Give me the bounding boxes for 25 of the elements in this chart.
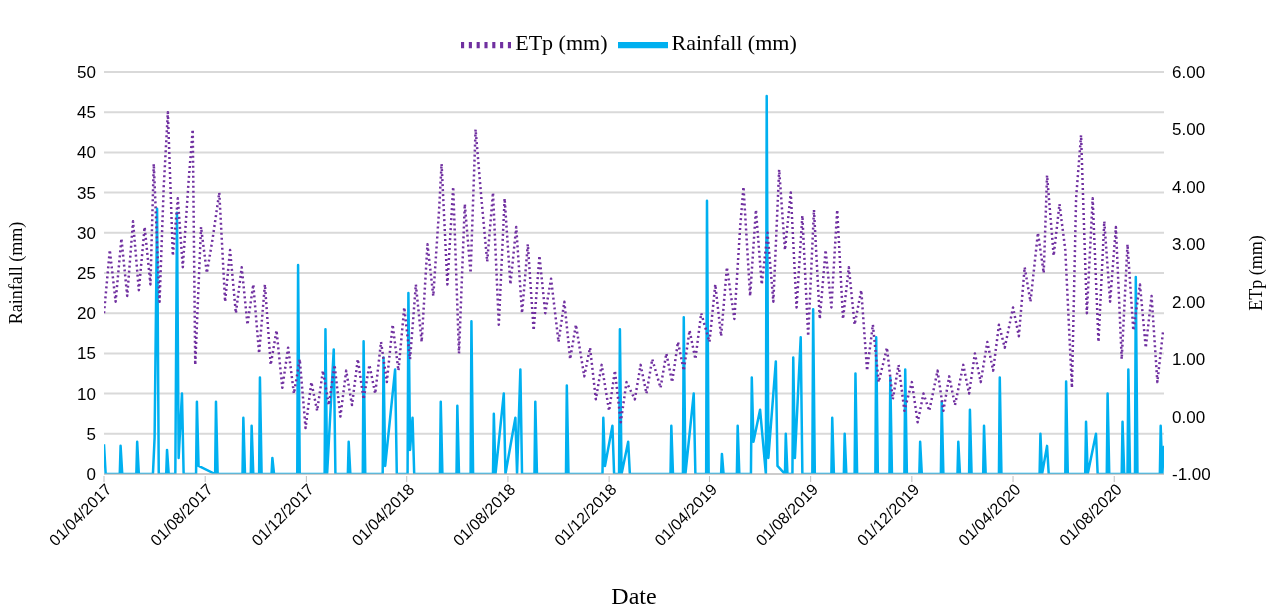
y2-tick-label: -1.00 [1172,465,1211,485]
y-tick-label: 15 [77,344,96,364]
y-tick-label: 5 [86,424,96,444]
y-tick-label: 40 [77,143,96,163]
y2-tick-label: 5.00 [1172,120,1206,140]
y-tick-label: 0 [86,465,96,485]
y-axis-title: Rainfall (mm) [6,221,28,325]
y-tick-label: 20 [77,304,96,324]
x-axis-title: Date [611,583,657,609]
y-tick-label: 35 [77,183,96,203]
y-tick-label: 30 [77,223,96,243]
y2-tick-label: 2.00 [1172,292,1206,312]
y2-tick-label: 0.00 [1172,407,1206,427]
y-tick-label: 50 [77,63,96,83]
y2-tick-label: 4.00 [1172,177,1206,197]
y-tick-label: 25 [77,264,96,284]
y-tick-label: 45 [77,103,96,123]
y2-tick-label: 3.00 [1172,235,1206,255]
legend-label: ETp (mm) [515,30,608,56]
y2-axis-title: ETp (mm) [1246,235,1268,311]
legend-label: Rainfall (mm) [671,30,797,56]
y2-tick-label: 1.00 [1172,350,1206,370]
y2-tick-label: 6.00 [1172,63,1206,83]
y-tick-label: 10 [77,384,96,404]
line-series [104,110,1164,430]
